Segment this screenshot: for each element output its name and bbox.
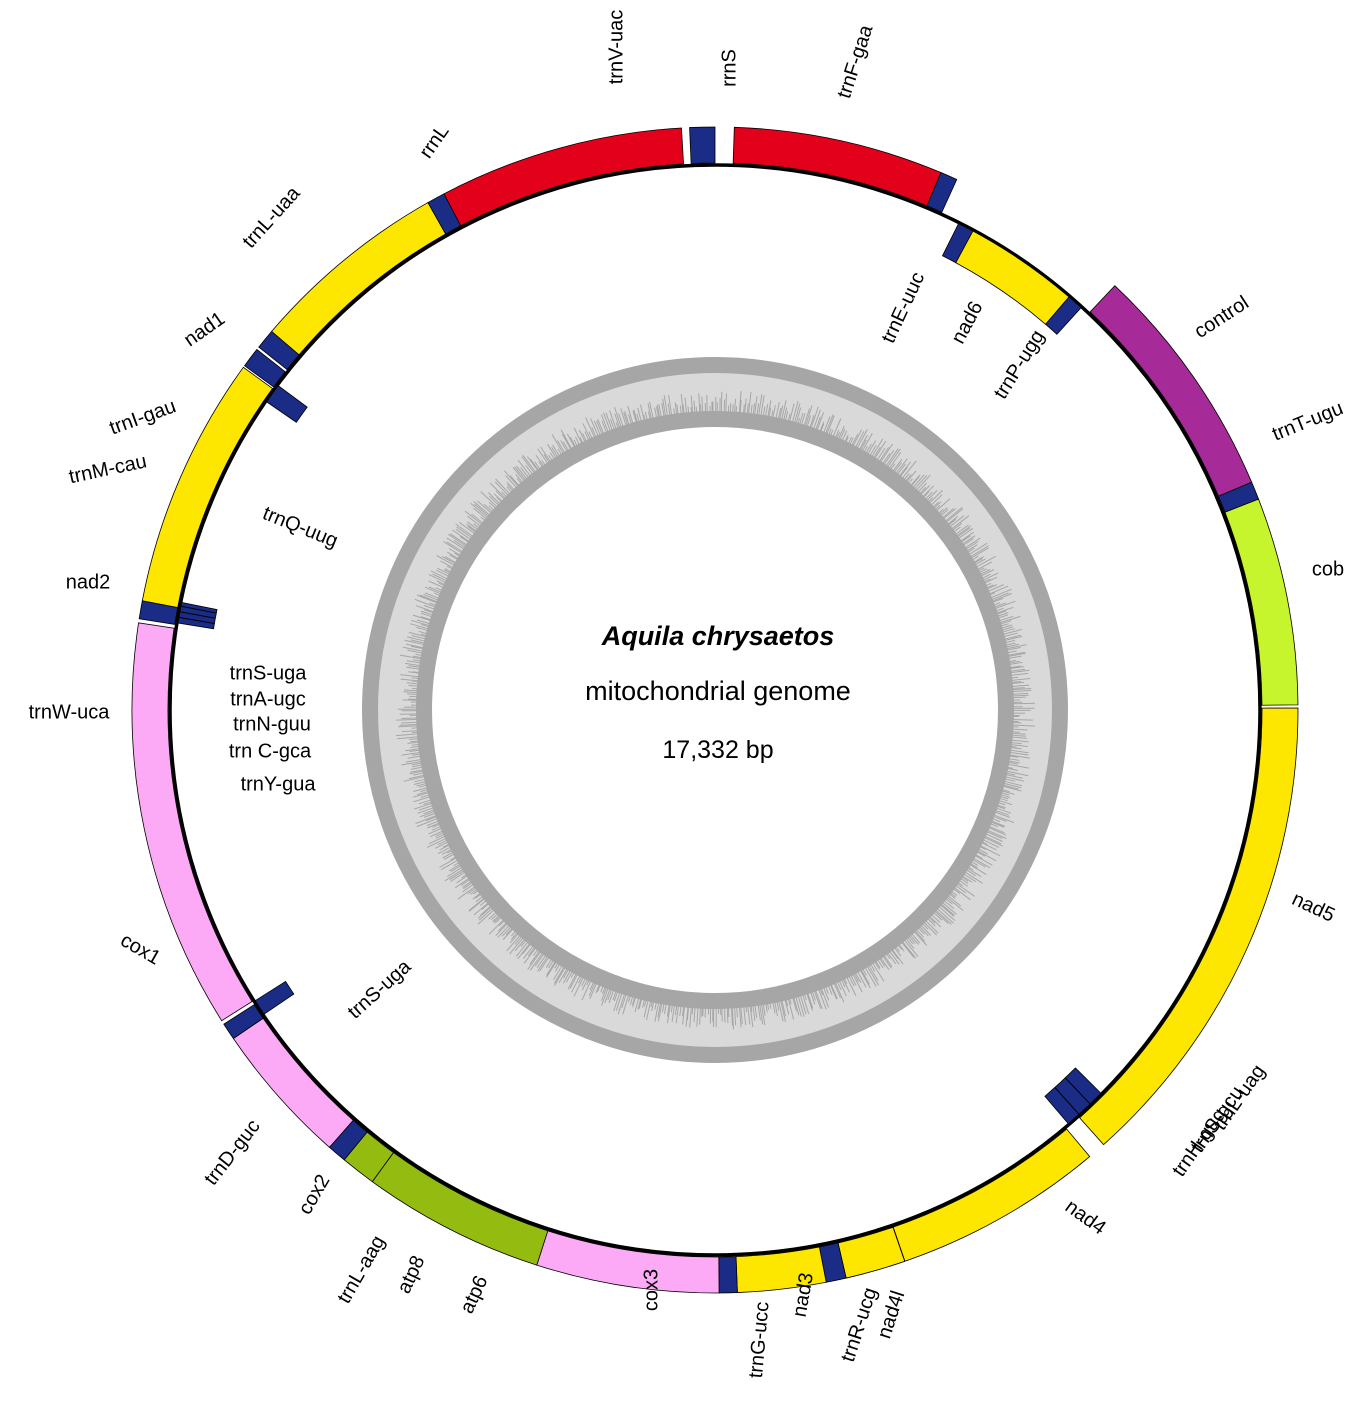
label-trnm-cau: trnM-cau xyxy=(67,450,149,488)
label-cob: cob xyxy=(1312,558,1344,580)
label-atp6: atp6 xyxy=(456,1272,492,1317)
label-nad1: nad1 xyxy=(180,308,229,352)
label-trnf-gaa: trnF-gaa xyxy=(833,22,878,102)
label-nad2: nad2 xyxy=(66,571,111,593)
gene-trnm-cau xyxy=(243,348,286,388)
label-trnn-guu: trnN-guu xyxy=(233,713,311,735)
trna-cluster-boundary-1 xyxy=(1054,1087,1080,1115)
label-trnh-gug: trnH-gug xyxy=(1168,1104,1231,1180)
label-rrns: rrnS xyxy=(718,49,740,87)
label-nad5: nad5 xyxy=(1288,888,1338,927)
label-nad6: nad6 xyxy=(947,298,987,348)
gene-trnv-uac xyxy=(689,126,716,164)
nad4-nad4l-boundary xyxy=(892,1227,906,1262)
label-cox3: cox3 xyxy=(640,1269,662,1311)
gene-trnd-guc xyxy=(223,1004,264,1040)
label-trnw-uca: trnW-uca xyxy=(29,701,111,723)
label-trny-gua: trnY-gua xyxy=(241,773,317,795)
label-trne-uuc: trnE-uuc xyxy=(877,269,929,347)
label-atp8: atp8 xyxy=(393,1252,429,1297)
label-trns-uga: trnS-uga xyxy=(344,955,416,1023)
gene-cox3 xyxy=(536,1230,720,1294)
gene-cox1 xyxy=(131,622,253,1022)
trna-cluster-boundary-w0 xyxy=(178,616,215,625)
gene-nad5 xyxy=(1079,707,1299,1146)
gene-features xyxy=(131,126,1299,1294)
label-cox2: cox2 xyxy=(294,1171,334,1219)
label-trnd-guc: trnD-guc xyxy=(200,1116,265,1190)
trna-cluster-boundary-w1 xyxy=(179,611,216,619)
trna-cluster-boundary-w2 xyxy=(180,605,217,614)
species-title: Aquila chrysaetos xyxy=(601,621,835,651)
gene-trnp-ugg xyxy=(1045,296,1082,335)
label-trn-c-gca: trn C-gca xyxy=(229,740,312,762)
label-trna-ugc: trnA-ugc xyxy=(230,688,306,710)
gene-trns-uga xyxy=(254,980,295,1015)
gc-skew-ticks xyxy=(395,391,1036,1030)
gene-atp6 xyxy=(371,1151,549,1266)
gene-rrnl xyxy=(443,127,684,227)
label-trnp-ugg: trnP-ugg xyxy=(990,326,1049,403)
gene-trnf-gaa xyxy=(926,172,958,213)
gene-cob xyxy=(1224,498,1299,706)
label-nad4: nad4 xyxy=(1061,1195,1110,1239)
label-trnq-uug: trnQ-uug xyxy=(260,502,341,552)
gc-inner-band xyxy=(378,373,1052,1047)
label-cox1: cox1 xyxy=(117,929,165,969)
label-rrnl: rrnL xyxy=(415,121,453,163)
label-trns-uga: trnS-uga xyxy=(230,662,308,684)
label-trni-gau: trnI-gau xyxy=(107,395,179,439)
gene-nad2 xyxy=(141,366,274,608)
label-trnl-aag: trnL-aag xyxy=(333,1232,389,1308)
label-trnl-uaa: trnL-uaa xyxy=(238,182,305,253)
gc-content-ring xyxy=(362,357,1068,1063)
label-trnr-ucg: trnR-ucg xyxy=(837,1285,882,1365)
label-trng-ucc: trnG-ucc xyxy=(745,1301,774,1379)
gene-trng-ucc xyxy=(718,1256,738,1294)
trna-cluster-boundary-0 xyxy=(1064,1077,1091,1105)
gene-trnq-uug xyxy=(266,385,308,423)
gene-nad1 xyxy=(271,202,447,356)
label-trnv-uac: trnV-uac xyxy=(605,10,627,84)
gene-nad4l xyxy=(837,1226,906,1279)
genome-length: 17,332 bp xyxy=(662,736,773,764)
genome-subtitle: mitochondrial genome xyxy=(585,676,851,706)
genome-backbone-circle xyxy=(168,163,1262,1257)
label-control: control xyxy=(1190,292,1252,343)
label-trnt-ugu: trnT-ugu xyxy=(1269,397,1346,445)
